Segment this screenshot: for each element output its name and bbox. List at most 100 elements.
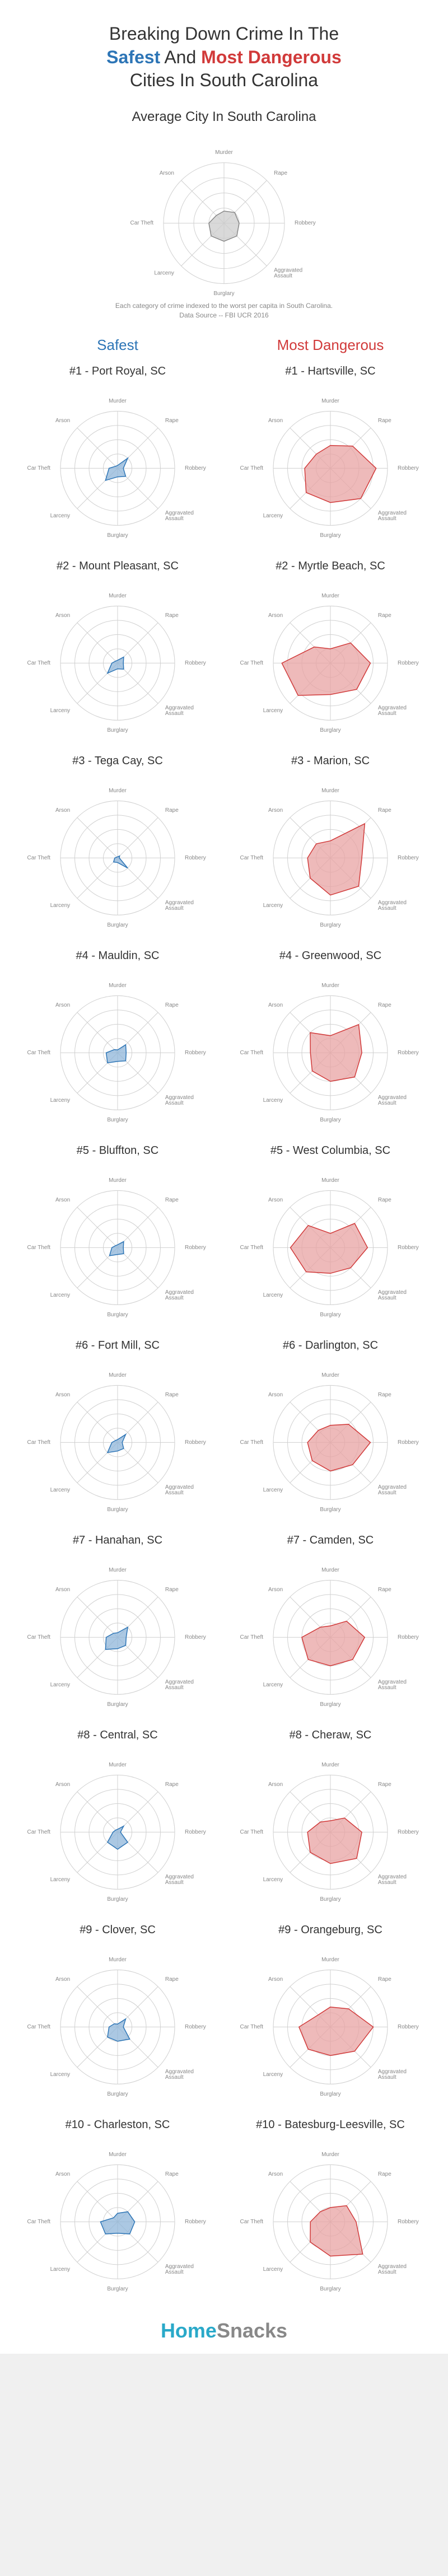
svg-text:Car Theft: Car Theft (240, 1634, 264, 1640)
svg-text:Assault: Assault (165, 1295, 184, 1301)
svg-text:Robbery: Robbery (398, 1245, 419, 1251)
svg-text:Burglary: Burglary (320, 1507, 340, 1513)
city-title: #1 - Hartsville, SC (224, 365, 437, 378)
svg-text:Rape: Rape (378, 1977, 391, 1983)
danger-radar-chart: MurderRapeRobberyAggravatedAssaultBurgla… (235, 1160, 426, 1322)
svg-text:Assault: Assault (165, 516, 184, 522)
svg-text:Larceny: Larceny (50, 2266, 71, 2273)
svg-text:Arson: Arson (268, 613, 283, 619)
svg-text:Arson: Arson (268, 808, 283, 814)
svg-text:Car Theft: Car Theft (240, 660, 264, 666)
title-line2: Cities In South Carolina (130, 70, 318, 90)
svg-text:Robbery: Robbery (185, 1829, 206, 1835)
svg-text:Assault: Assault (378, 1880, 396, 1886)
svg-text:Car Theft: Car Theft (240, 1245, 264, 1251)
svg-text:Assault: Assault (165, 1100, 184, 1106)
svg-text:Rape: Rape (378, 418, 391, 424)
svg-text:Burglary: Burglary (320, 532, 340, 539)
columns-header: Safest Most Dangerous (11, 336, 437, 354)
svg-text:Murder: Murder (321, 1372, 339, 1378)
safe-city-cell: #8 - Central, SCMurderRapeRobberyAggrava… (11, 1729, 224, 1907)
city-title: #1 - Port Royal, SC (11, 365, 224, 378)
svg-text:Burglary: Burglary (320, 1701, 340, 1708)
footer-snacks: Snacks (217, 2319, 287, 2342)
svg-text:Larceny: Larceny (50, 1487, 71, 1493)
svg-text:Rape: Rape (378, 1587, 391, 1593)
svg-text:Rape: Rape (378, 808, 391, 814)
city-row: #2 - Mount Pleasant, SCMurderRapeRobbery… (11, 560, 437, 738)
svg-text:Arson: Arson (55, 418, 70, 424)
svg-text:Arson: Arson (268, 2172, 283, 2178)
column-head-safest: Safest (11, 336, 224, 354)
svg-text:Rape: Rape (378, 1003, 391, 1009)
svg-text:Robbery: Robbery (398, 1634, 419, 1640)
svg-text:Murder: Murder (321, 1567, 339, 1573)
svg-text:Robbery: Robbery (398, 660, 419, 666)
svg-text:Rape: Rape (378, 1392, 391, 1399)
danger-radar-chart: MurderRapeRobberyAggravatedAssaultBurgla… (235, 1550, 426, 1712)
svg-text:Burglary: Burglary (320, 1117, 340, 1123)
footnote-line2: Data Source -- FBI UCR 2016 (179, 311, 268, 319)
safe-radar-chart: MurderRapeRobberyAggravatedAssaultBurgla… (22, 576, 213, 738)
city-rows: #1 - Port Royal, SC MurderRapeRobberyAggr… (11, 365, 437, 2297)
svg-text:Murder: Murder (215, 149, 233, 156)
city-title: #8 - Central, SC (11, 1729, 224, 1742)
svg-text:Arson: Arson (268, 1782, 283, 1788)
svg-text:Rape: Rape (165, 613, 179, 619)
svg-text:Car Theft: Car Theft (240, 465, 264, 471)
safe-radar-chart: MurderRapeRobberyAggravatedAssaultBurgla… (22, 381, 213, 543)
danger-city-cell: #3 - Marion, SC MurderRapeRobberyAggravat… (224, 755, 437, 933)
city-title: #3 - Marion, SC (224, 755, 437, 768)
average-chart-wrap: MurderRapeRobberyAggravatedAssaultBurgla… (11, 130, 437, 298)
svg-text:Car Theft: Car Theft (27, 1829, 51, 1835)
city-title: #8 - Cheraw, SC (224, 1729, 437, 1742)
svg-text:Robbery: Robbery (398, 1829, 419, 1835)
svg-text:Robbery: Robbery (398, 465, 419, 471)
column-head-dangerous: Most Dangerous (224, 336, 437, 354)
svg-text:Larceny: Larceny (263, 1097, 283, 1104)
svg-text:Car Theft: Car Theft (27, 465, 51, 471)
main-title: Breaking Down Crime In The Safest And Mo… (11, 22, 437, 92)
svg-text:Rape: Rape (274, 170, 287, 176)
svg-text:Rape: Rape (165, 1782, 179, 1788)
svg-text:Car Theft: Car Theft (240, 1050, 264, 1056)
danger-radar-chart: MurderRapeRobberyAggravatedAssaultBurgla… (235, 770, 426, 933)
svg-text:Car Theft: Car Theft (27, 1245, 51, 1251)
svg-text:Car Theft: Car Theft (240, 1439, 264, 1446)
city-row: #6 - Fort Mill, SCMurderRapeRobberyAggra… (11, 1339, 437, 1517)
svg-text:Car Theft: Car Theft (27, 2024, 51, 2030)
danger-city-cell: #7 - Camden, SCMurderRapeRobberyAggravat… (224, 1534, 437, 1712)
svg-text:Murder: Murder (109, 1372, 127, 1378)
city-row: #3 - Tega Cay, SCMurderRapeRobberyAggrav… (11, 755, 437, 933)
svg-text:Assault: Assault (165, 1685, 184, 1691)
city-row: #5 - Bluffton, SCMurderRapeRobberyAggrav… (11, 1144, 437, 1322)
safe-radar-chart: MurderRapeRobberyAggravatedAssaultBurgla… (22, 1745, 213, 1907)
svg-text:Assault: Assault (378, 1295, 396, 1301)
average-radar-chart: MurderRapeRobberyAggravatedAssaultBurgla… (123, 130, 325, 298)
svg-text:Arson: Arson (268, 418, 283, 424)
svg-text:Robbery: Robbery (185, 465, 206, 471)
svg-text:Rape: Rape (378, 2172, 391, 2178)
svg-text:Murder: Murder (109, 1762, 127, 1768)
svg-text:Rape: Rape (378, 613, 391, 619)
svg-text:Burglary: Burglary (107, 1312, 128, 1318)
title-danger-word: Most Dangerous (201, 47, 342, 67)
svg-text:Murder: Murder (321, 398, 339, 404)
svg-text:Car Theft: Car Theft (240, 855, 264, 861)
svg-text:Burglary: Burglary (107, 922, 128, 928)
footer-home: Home (161, 2319, 217, 2342)
svg-text:Robbery: Robbery (295, 220, 316, 226)
svg-text:Robbery: Robbery (185, 1634, 206, 1640)
danger-city-cell: #10 - Batesburg-Leesville, SCMurderRapeR… (224, 2119, 437, 2297)
svg-text:Assault: Assault (378, 516, 396, 522)
svg-text:Assault: Assault (274, 273, 292, 279)
safe-city-cell: #2 - Mount Pleasant, SCMurderRapeRobbery… (11, 560, 224, 738)
svg-text:Car Theft: Car Theft (27, 2219, 51, 2225)
svg-text:Larceny: Larceny (263, 708, 283, 714)
svg-text:Burglary: Burglary (107, 2091, 128, 2097)
svg-text:Arson: Arson (55, 1587, 70, 1593)
svg-text:Larceny: Larceny (50, 2072, 71, 2078)
svg-text:Assault: Assault (378, 2269, 396, 2275)
svg-text:Robbery: Robbery (185, 660, 206, 666)
infographic-container: Breaking Down Crime In The Safest And Mo… (0, 0, 448, 2354)
